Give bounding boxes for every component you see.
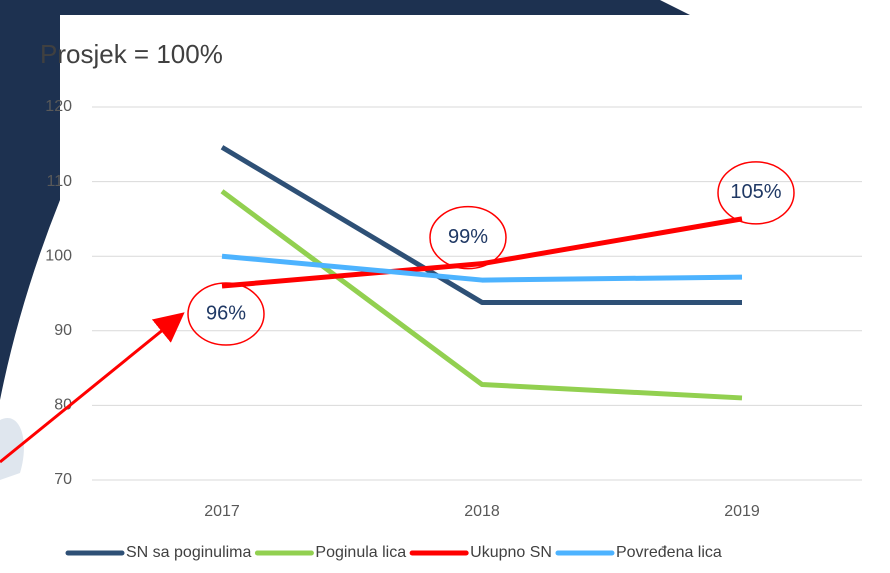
value-label: 99% (448, 226, 488, 248)
value-label: 96% (206, 302, 246, 324)
panel (0, 0, 890, 573)
chart: Prosjek = 100% 7080901001101202017201820… (0, 0, 890, 573)
x-tick-label: 2018 (464, 503, 500, 520)
legend-label: Poginula lica (315, 544, 406, 561)
x-tick-label: 2017 (204, 503, 240, 520)
legend-label: Ukupno SN (470, 544, 552, 561)
legend-label: Povređena lica (616, 544, 722, 561)
legend-label: SN sa poginulima (126, 544, 252, 561)
y-tick-label: 110 (46, 173, 72, 190)
x-tick-label: 2019 (724, 503, 760, 520)
y-tick-label: 120 (45, 98, 72, 115)
y-tick-label: 90 (54, 322, 72, 339)
y-tick-label: 70 (54, 471, 72, 488)
value-label: 105% (730, 181, 781, 203)
chart-title: Prosjek = 100% (40, 39, 223, 69)
y-tick-label: 100 (45, 247, 72, 264)
